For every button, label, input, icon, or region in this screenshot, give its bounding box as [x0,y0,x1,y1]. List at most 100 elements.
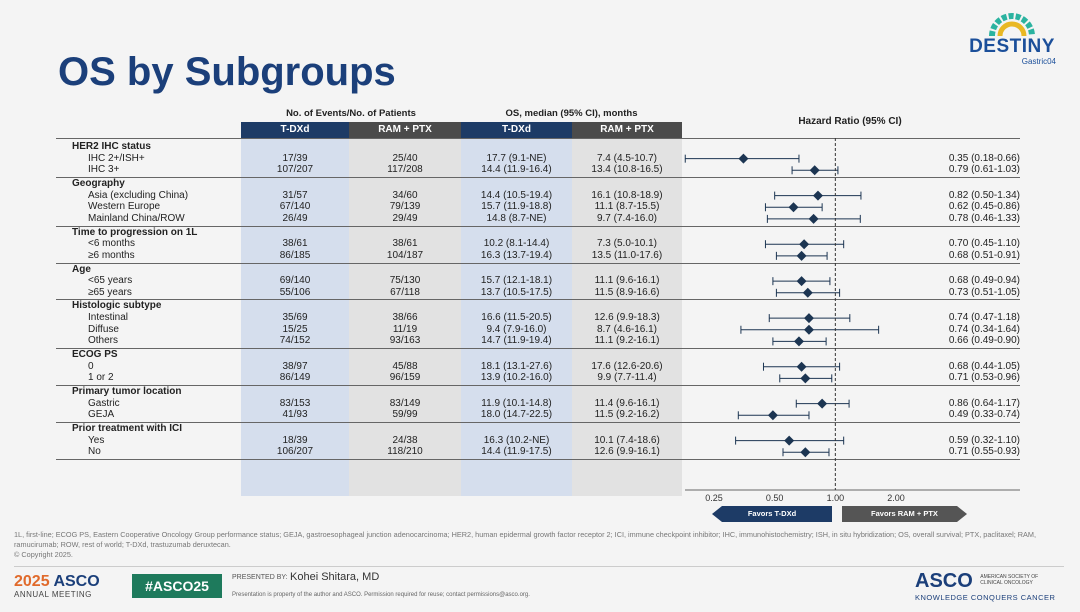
os-ram: 8.7 (4.6-16.1) [596,323,658,335]
os-tdxd: 14.4 (11.9-17.5) [481,446,552,458]
hr-marker [788,202,799,213]
group-header-row: Age [0,264,1080,276]
group-divider [56,176,1020,178]
page-title: OS by Subgroups [58,50,396,94]
events-tdxd: 86/149 [279,372,311,384]
table-row: Intestinal 35/69 38/66 16.6 (11.5-20.5) 12.6… [0,312,1080,324]
hazard-ratio-value: 0.78 (0.46-1.33) [948,212,1020,224]
band-ram-events [349,138,461,496]
os-ram: 13.5 (11.0-17.6) [591,249,663,261]
os-ram: 11.1 (9.6-16.1) [594,275,660,287]
hr-marker [799,239,810,250]
os-ram: 10.1 (7.4-18.6) [594,434,660,446]
os-ram: 11.1 (8.7-15.5) [594,201,660,213]
table-row: Asia (excluding China) 31/57 34/60 14.4 (10… [0,190,1080,202]
subgroup-label: Others [88,335,119,347]
os-ram: 12.6 (9.9-16.1) [594,446,660,458]
col-header-ram-events: RAM + PTX [349,122,461,138]
hr-marker [784,435,795,446]
group-label: ECOG PS [72,349,118,361]
events-ram: 29/49 [392,212,418,224]
subgroup-label: GEJA [88,409,115,421]
os-tdxd: 14.4 (10.5-19.4) [480,189,553,201]
events-ram: 96/159 [389,372,421,384]
os-tdxd: 9.4 (7.9-16.0) [486,323,547,335]
meeting-year: 2025 [14,573,50,590]
os-tdxd: 11.9 (10.1-14.8) [481,397,552,409]
hazard-ratio-value: 0.74 (0.34-1.64) [948,323,1020,335]
x-tick-label: 0.25 [705,493,723,503]
events-ram: 11/19 [392,323,418,335]
os-ram: 13.4 (10.8-16.5) [591,164,663,176]
table-row: <6 months 38/61 38/61 10.2 (8.1-14.4) 7.3 (5… [0,238,1080,250]
logo-wordmark: DESTINY [969,36,1055,57]
table-row: ≥65 years 55/106 67/118 13.7 (10.5-17.5) 11.… [0,287,1080,299]
events-tdxd: 31/57 [282,189,308,201]
os-tdxd: 14.8 (8.7-NE) [486,212,547,224]
group-label: Histologic subtype [72,300,162,312]
events-tdxd: 26/49 [282,212,308,224]
hr-marker [812,190,823,201]
hazard-ratio-value: 0.66 (0.49-0.90) [948,335,1020,347]
hr-marker [767,410,778,421]
os-ram: 11.5 (9.2-16.2) [594,409,660,421]
table-row: 0 38/97 45/88 18.1 (13.1-27.6) 17.6 (12.6-20… [0,361,1080,373]
group-label: HER2 IHC status [72,141,151,152]
group-divider [56,348,1020,350]
subgroup-label: Yes [88,434,105,446]
table-row: No 106/207 118/210 14.4 (11.9-17.5) 12.6 (9.… [0,446,1080,458]
subgroup-label: Intestinal [88,312,129,324]
events-ram: 38/61 [392,238,418,250]
subgroup-label: 0 [88,360,94,372]
group-label: Geography [72,177,125,189]
favors-tdxd-arrow: Favors T-DXd [712,506,832,522]
os-ram: 7.4 (4.5-10.7) [596,152,658,164]
group-label: Prior treatment with ICI [72,422,183,434]
group-header-row: Time to progression on 1L [0,227,1080,239]
events-ram: 83/149 [389,397,421,409]
hazard-ratio-value: 0.35 (0.18-0.66) [948,152,1020,164]
hazard-ratio-header: Hazard Ratio (95% CI) [798,116,902,127]
hr-marker [809,165,820,176]
group-header-row: ECOG PS [0,349,1080,361]
favors-ram-arrow: Favors RAM + PTX [842,506,967,522]
os-tdxd: 15.7 (12.1-18.1) [480,275,553,287]
hr-marker [803,313,814,324]
os-ram: 12.6 (9.9-18.3) [594,312,660,324]
group-label: Age [72,263,91,275]
footnote-text: 1L, first-line; ECOG PS, Eastern Coopera… [14,530,1037,549]
subgroup-label: <6 months [88,238,135,250]
hr-marker [800,447,811,458]
x-tick-label: 1.00 [827,493,845,503]
subgroup-label: ≥6 months [88,249,135,261]
events-ram: 59/99 [392,409,418,421]
hr-marker [793,336,804,347]
hazard-ratio-value: 0.70 (0.45-1.10) [948,238,1020,250]
subgroup-label: IHC 3+ [88,164,120,176]
table-row: IHC 2+/ISH+ 17/39 25/40 17.7 (9.1-NE) 7.4 (4… [0,153,1080,165]
events-tdxd: 17/39 [282,152,308,164]
table-row: 1 or 2 86/149 96/159 13.9 (10.2-16.0) 9.9 (7… [0,372,1080,384]
events-tdxd: 74/152 [279,335,311,347]
table-row: ≥6 months 86/185 104/187 16.3 (13.7-19.4) 13… [0,250,1080,262]
presenter-name: Kohei Shitara, MD [290,571,380,583]
hazard-ratio-value: 0.59 (0.32-1.10) [948,434,1020,446]
logo-arc-icon [989,13,1035,37]
subgroup-label: IHC 2+/ISH+ [88,152,145,164]
events-group-header: No. of Events/No. of Patients [286,108,416,119]
col-header-tdxd-os: T-DXd [461,122,572,138]
group-label: Primary tumor location [72,386,182,397]
events-tdxd: 38/97 [282,360,308,372]
x-tick-label: 2.00 [887,493,905,503]
subgroup-label: ≥65 years [88,286,132,298]
subgroup-label: Mainland China/ROW [88,212,185,224]
presented-by-label: PRESENTED BY: [232,574,288,581]
table-row: <65 years 69/140 75/130 15.7 (12.1-18.1) 11.… [0,275,1080,287]
rights-notice: Presentation is property of the author a… [232,592,530,598]
hr-marker [800,373,811,384]
os-ram: 11.1 (9.2-16.1) [594,335,660,347]
events-tdxd: 83/153 [279,397,311,409]
os-tdxd: 16.3 (13.7-19.4) [480,249,553,261]
table-row: Gastric 83/153 83/149 11.9 (10.1-14.8) 11.4 … [0,398,1080,410]
